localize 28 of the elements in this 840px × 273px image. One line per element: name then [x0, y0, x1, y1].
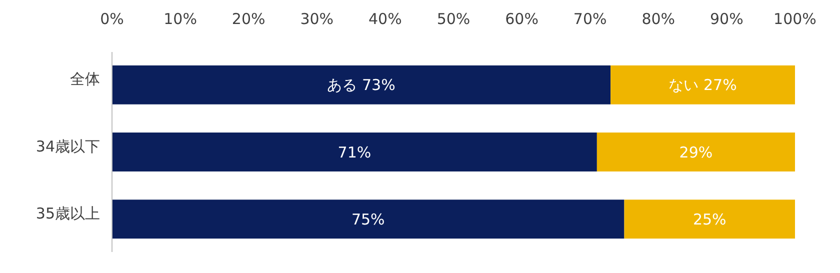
- x-tick-label: 40%: [368, 10, 402, 28]
- x-tick-label: 60%: [505, 10, 538, 28]
- x-tick-label: 30%: [300, 10, 334, 28]
- data-label: 75%: [351, 210, 385, 228]
- x-tick-label: 100%: [774, 10, 816, 28]
- x-tick-label: 50%: [436, 10, 470, 28]
- series-label: ない: [668, 76, 704, 94]
- data-label: 71%: [338, 143, 372, 162]
- bar: [112, 65, 611, 104]
- data-label: 29%: [679, 143, 713, 162]
- x-tick-label: 0%: [100, 10, 124, 28]
- bar: [610, 65, 795, 104]
- data-label: 25%: [692, 210, 726, 228]
- bar: [596, 132, 795, 172]
- y-tick-label: 35歳以上: [36, 204, 100, 222]
- x-tick-label: 20%: [232, 10, 266, 28]
- data-label: 27%: [704, 76, 737, 94]
- y-tick-label: 全体: [70, 70, 100, 88]
- x-tick-label: 70%: [573, 10, 607, 28]
- x-tick-label: 10%: [164, 10, 197, 28]
- x-tick-label: 90%: [710, 10, 744, 28]
- bar: [112, 132, 597, 172]
- x-tick-label: 80%: [642, 10, 676, 28]
- bar: [624, 200, 795, 239]
- y-tick-label: 34歳以下: [36, 137, 100, 156]
- data-label: 73%: [362, 76, 396, 94]
- bar: [112, 200, 624, 239]
- series-label: ある: [327, 76, 362, 94]
